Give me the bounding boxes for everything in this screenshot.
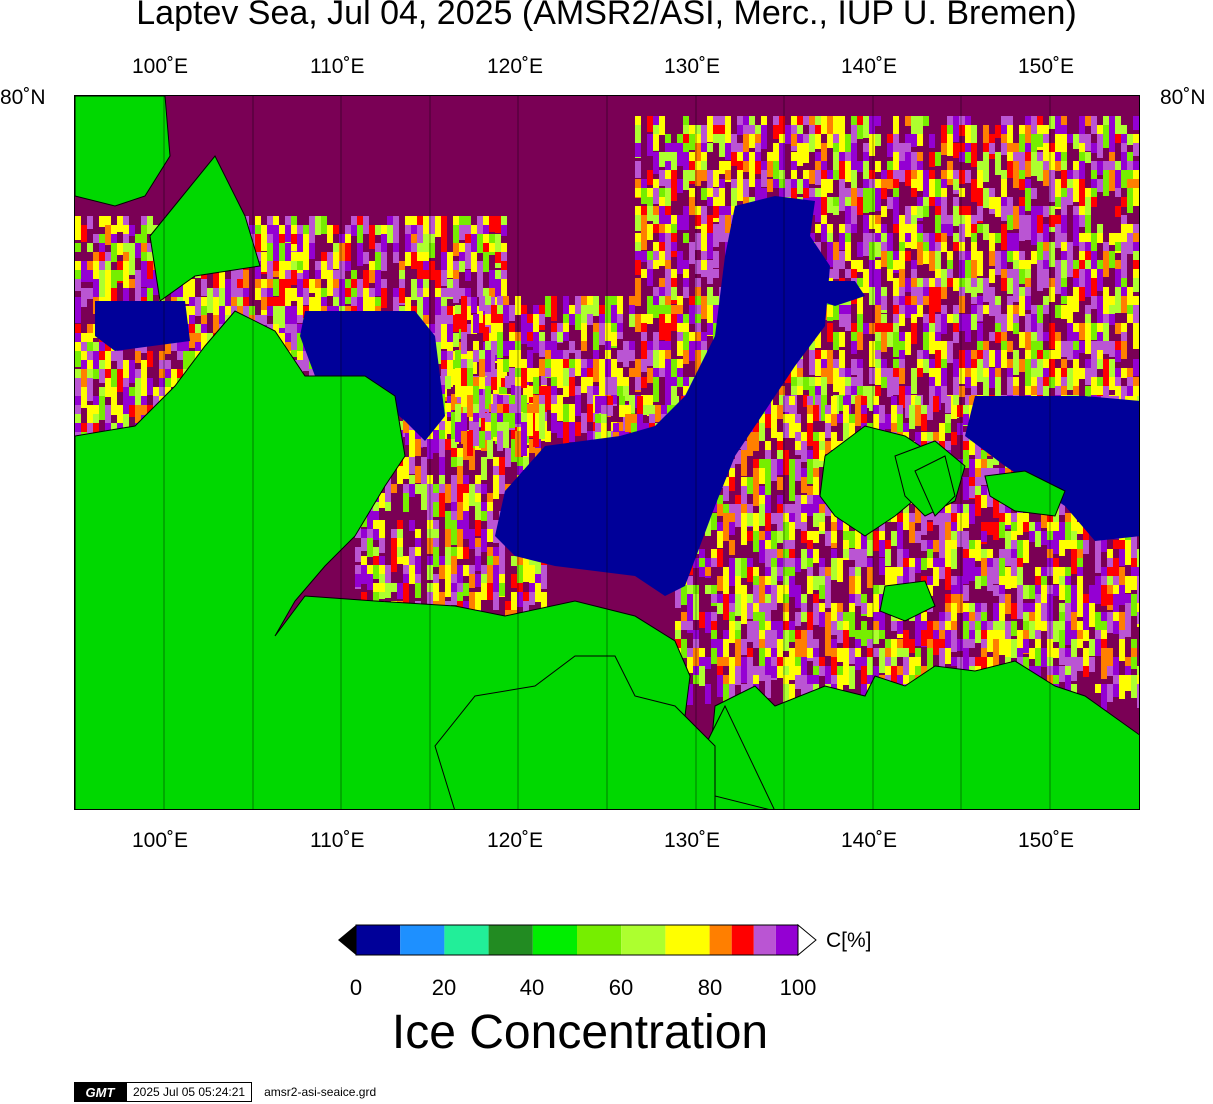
colorbar-scale: [338, 923, 817, 957]
colorbar-segment: [621, 925, 666, 955]
map-canvas: [75, 96, 1139, 809]
colorbar-segment: [775, 925, 798, 955]
colorbar-segment: [532, 925, 577, 955]
colorbar: [338, 923, 858, 964]
colorbar-over-triangle: [797, 923, 817, 957]
colorbar-tick-40: 40: [519, 975, 545, 1000]
lon-label-top-130: 130˚E: [664, 55, 721, 78]
colorbar-tick-20: 20: [431, 975, 457, 1000]
colorbar-tick-0: 0: [349, 975, 363, 1000]
colorbar-tick-60: 60: [608, 975, 634, 1000]
land-masses: [75, 96, 1139, 809]
colorbar-segment: [400, 925, 445, 955]
colorbar-segment: [665, 925, 710, 955]
colorbar-unit: C[%]: [826, 929, 872, 952]
ice-concentration-map: [74, 95, 1140, 810]
colorbar-tick-80: 80: [697, 975, 723, 1000]
colorbar-segment: [709, 925, 732, 955]
lon-label-top-110: 110˚E: [310, 55, 365, 78]
map-title: Laptev Sea, Jul 04, 2025 (AMSR2/ASI, Mer…: [136, 0, 1077, 32]
colorbar-segment: [577, 925, 622, 955]
lon-label-bottom-140: 140˚E: [841, 829, 898, 852]
colorbar-segment: [488, 925, 533, 955]
colorbar-segment: [731, 925, 754, 955]
colorbar-segment: [444, 925, 489, 955]
colorbar-segment: [753, 925, 776, 955]
lon-label-top-100: 100˚E: [132, 55, 189, 78]
gmt-logo: GMT: [74, 1082, 126, 1102]
gmt-footer: GMT 2025 Jul 05 05:24:21 amsr2-asi-seaic…: [74, 1082, 376, 1102]
colorbar-under-triangle: [338, 925, 356, 955]
lat-label-right: 80˚N: [1160, 86, 1206, 109]
lon-label-top-150: 150˚E: [1018, 55, 1075, 78]
lon-label-bottom-100: 100˚E: [132, 829, 189, 852]
lon-label-top-140: 140˚E: [841, 55, 898, 78]
lat-label-left: 80˚N: [0, 86, 46, 109]
colorbar-tick-100: 100: [779, 975, 817, 1000]
open-water-areas: [95, 196, 1139, 596]
lon-label-bottom-120: 120˚E: [487, 829, 544, 852]
gmt-filename: amsr2-asi-seaice.grd: [264, 1085, 377, 1099]
graticule: [163, 96, 1051, 809]
colorbar-segment: [356, 925, 401, 955]
lon-label-bottom-110: 110˚E: [310, 829, 365, 852]
gmt-timestamp: 2025 Jul 05 05:24:21: [126, 1082, 253, 1102]
lon-label-bottom-150: 150˚E: [1018, 829, 1075, 852]
lon-label-top-120: 120˚E: [487, 55, 544, 78]
lon-label-bottom-130: 130˚E: [664, 829, 721, 852]
colorbar-title: Ice Concentration: [391, 1006, 769, 1059]
